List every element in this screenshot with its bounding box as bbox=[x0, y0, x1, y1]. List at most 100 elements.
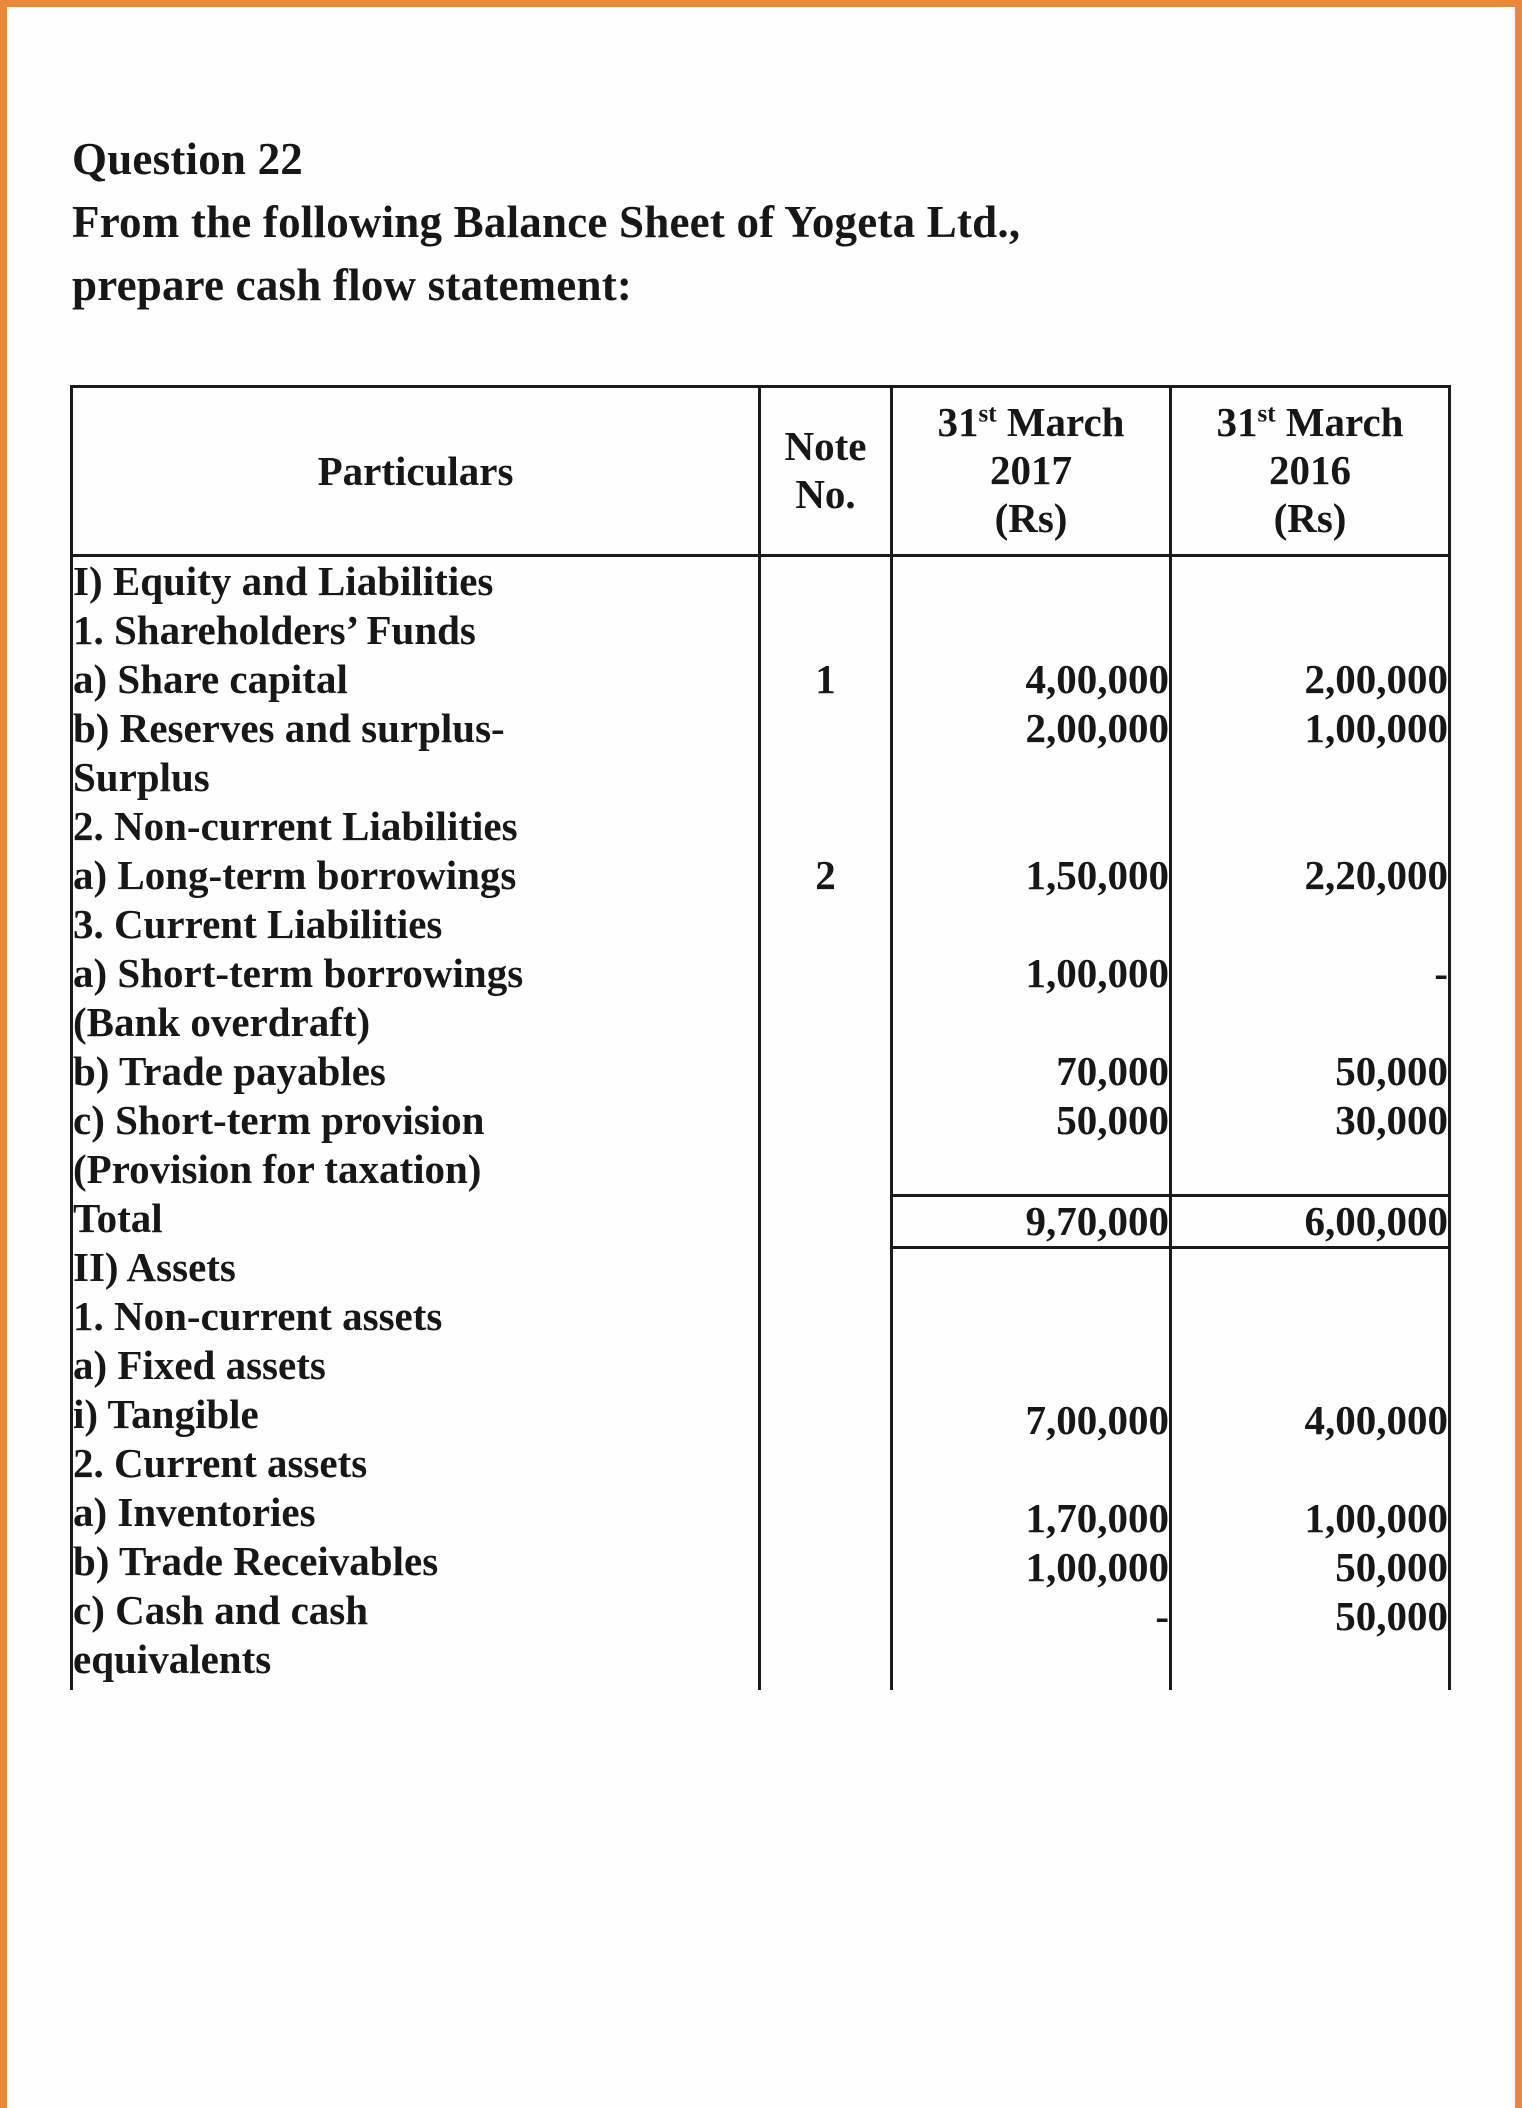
column-header-note-line2: No. bbox=[795, 471, 856, 517]
amount-2016-line bbox=[1172, 606, 1448, 655]
amount-2016-line bbox=[1172, 1249, 1448, 1298]
note-line bbox=[761, 606, 890, 655]
amount-2017-line bbox=[893, 1347, 1169, 1396]
note-line bbox=[761, 1439, 890, 1488]
particulars-line: c) Cash and cash bbox=[73, 1587, 369, 1633]
amount-2016-line bbox=[1172, 753, 1448, 802]
table-body: I) Equity and Liabilities 1. Shareholders… bbox=[70, 555, 1451, 1690]
note-line bbox=[761, 1145, 890, 1194]
note-line bbox=[761, 998, 890, 1047]
amount-2017-line bbox=[893, 1298, 1169, 1347]
particulars-line: 2. Non-current Liabilities bbox=[73, 803, 518, 849]
amount-2016-lines: 2,00,000 1,00,000 2,20,000 - 50,000 30,000… bbox=[1172, 557, 1448, 1690]
particulars-line: (Provision for taxation) bbox=[73, 1146, 482, 1192]
particulars-line: 1. Non-current assets bbox=[73, 1293, 443, 1339]
particulars-line: Total bbox=[73, 1195, 163, 1241]
column-header-year-2017-year: 2017 bbox=[990, 447, 1072, 493]
amount-2017-lines: 4,00,000 2,00,000 1,50,000 1,00,000 70,00… bbox=[893, 557, 1169, 1690]
amount-2017-line bbox=[893, 1145, 1169, 1194]
amount-2017-line: 7,00,000 bbox=[1025, 1397, 1170, 1443]
amount-2017-line bbox=[893, 802, 1169, 851]
note-line bbox=[761, 1292, 890, 1341]
amount-2016-line: 4,00,000 bbox=[1304, 1397, 1449, 1443]
amount-2017-line: - bbox=[1155, 1593, 1169, 1639]
particulars-line: I) Equity and Liabilities bbox=[73, 558, 494, 604]
note-line bbox=[761, 1635, 890, 1684]
amount-2017-line: 50,000 bbox=[1056, 1097, 1169, 1143]
note-line bbox=[761, 1390, 890, 1439]
note-line bbox=[761, 1194, 890, 1243]
column-header-year-2016: 31st March 2016 (Rs) bbox=[1169, 385, 1451, 557]
particulars-line: a) Inventories bbox=[73, 1489, 316, 1535]
column-header-year-2017-date: 31st March bbox=[937, 399, 1125, 445]
column-header-note-line1: Note bbox=[784, 423, 867, 469]
amount-2016-line bbox=[1172, 557, 1448, 606]
particulars-lines: I) Equity and Liabilities 1. Shareholders… bbox=[73, 557, 758, 1684]
particulars-column: I) Equity and Liabilities 1. Shareholders… bbox=[70, 555, 761, 1690]
note-line bbox=[761, 753, 890, 802]
amount-2017-line bbox=[893, 1641, 1169, 1690]
question-number: Question 22 bbox=[72, 134, 303, 184]
particulars-line: a) Share capital bbox=[73, 656, 348, 702]
note-line bbox=[761, 1096, 890, 1145]
amount-2016-line: 1,00,000 bbox=[1304, 705, 1449, 751]
amount-2017-line bbox=[893, 606, 1169, 655]
particulars-line: a) Short-term borrowings bbox=[73, 950, 524, 996]
amount-2017-line: 1,70,000 bbox=[1025, 1495, 1170, 1541]
note-line bbox=[761, 1586, 890, 1635]
balance-sheet-table: Particulars Note No. 31st March 2017 (Rs… bbox=[70, 385, 1451, 1690]
column-header-year-2017-unit: (Rs) bbox=[994, 495, 1068, 541]
amount-2016-line: 50,000 bbox=[1335, 1593, 1448, 1639]
amount-2016-line: 6,00,000 bbox=[1172, 1194, 1448, 1249]
note-line: 1 bbox=[815, 656, 836, 702]
amount-2016-line: 30,000 bbox=[1335, 1097, 1448, 1143]
amount-2016-line: 50,000 bbox=[1335, 1048, 1448, 1094]
amount-2017-line bbox=[893, 998, 1169, 1047]
note-line bbox=[761, 802, 890, 851]
particulars-line: b) Trade payables bbox=[73, 1048, 386, 1094]
amount-2016-line bbox=[1172, 802, 1448, 851]
column-header-particulars-label: Particulars bbox=[317, 448, 514, 494]
note-line bbox=[761, 900, 890, 949]
particulars-line: equivalents bbox=[73, 1636, 272, 1682]
column-header-year-2016-year: 2016 bbox=[1269, 447, 1351, 493]
question-text-line-1: From the following Balance Sheet of Yoge… bbox=[72, 197, 1021, 247]
amount-column-2016: 2,00,000 1,00,000 2,20,000 - 50,000 30,000… bbox=[1170, 555, 1451, 1690]
particulars-line: Surplus bbox=[73, 754, 210, 800]
note-line bbox=[761, 1341, 890, 1390]
particulars-line: a) Fixed assets bbox=[73, 1342, 326, 1388]
particulars-line: c) Short-term provision bbox=[73, 1097, 485, 1143]
amount-2017-line: 2,00,000 bbox=[1025, 705, 1170, 751]
amount-2017-line bbox=[893, 557, 1169, 606]
particulars-line: (Bank overdraft) bbox=[73, 999, 371, 1045]
amount-2017-line: 9,70,000 bbox=[893, 1194, 1169, 1249]
amount-2016-line bbox=[1172, 1145, 1448, 1194]
ordinal-suffix: st bbox=[978, 400, 997, 428]
amount-2017-line: 1,00,000 bbox=[1025, 950, 1170, 996]
amount-2017-line bbox=[893, 1445, 1169, 1494]
amount-2017-line: 1,00,000 bbox=[1025, 1544, 1170, 1590]
amount-2016-line bbox=[1172, 1445, 1448, 1494]
column-header-year-2016-date: 31st March bbox=[1216, 399, 1404, 445]
amount-2017-line bbox=[893, 1249, 1169, 1298]
amount-2016-line: 2,00,000 bbox=[1304, 656, 1449, 702]
table-header-row: Particulars Note No. 31st March 2017 (Rs… bbox=[70, 385, 1451, 557]
note-no-column: 1 2 bbox=[759, 555, 893, 1690]
note-line bbox=[761, 1488, 890, 1537]
amount-2017-line bbox=[893, 900, 1169, 949]
ordinal-suffix: st bbox=[1257, 400, 1276, 428]
particulars-line: II) Assets bbox=[73, 1244, 236, 1290]
table-header: Particulars Note No. 31st March 2017 (Rs… bbox=[70, 385, 1451, 557]
note-line bbox=[761, 1047, 890, 1096]
amount-2016-line: 2,20,000 bbox=[1304, 852, 1449, 898]
question-heading: Question 22 From the following Balance S… bbox=[72, 128, 1412, 317]
amount-2017-line: 4,00,000 bbox=[1025, 656, 1170, 702]
particulars-line: 1. Shareholders’ Funds bbox=[73, 607, 476, 653]
table-body-row: I) Equity and Liabilities 1. Shareholders… bbox=[70, 555, 1451, 1690]
particulars-line: b) Trade Receivables bbox=[73, 1538, 439, 1584]
amount-2016-line: 50,000 bbox=[1335, 1544, 1448, 1590]
column-header-year-2016-unit: (Rs) bbox=[1273, 495, 1347, 541]
note-line: 2 bbox=[815, 852, 836, 898]
amount-2017-line bbox=[893, 753, 1169, 802]
amount-2016-line: - bbox=[1434, 950, 1448, 996]
